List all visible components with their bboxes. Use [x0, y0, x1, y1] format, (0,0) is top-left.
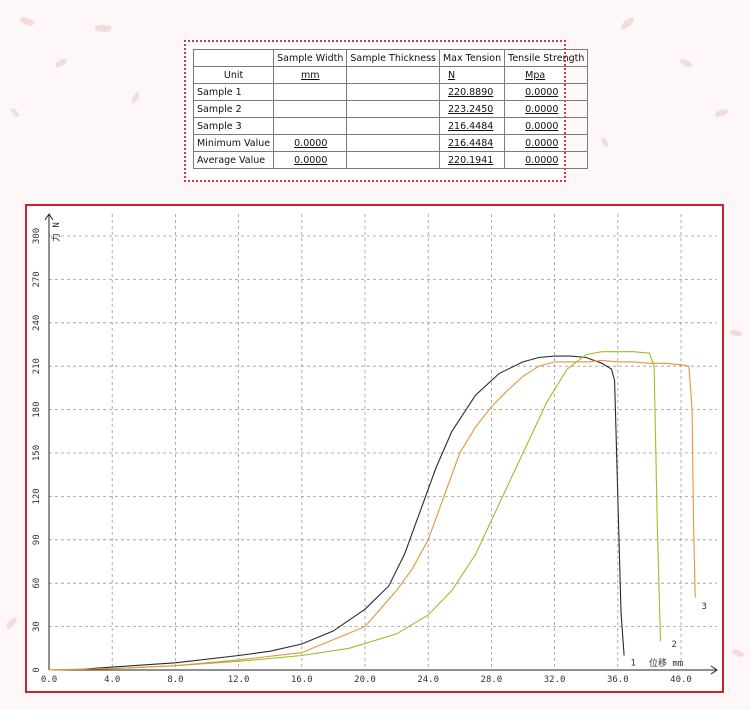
- y-axis-label: 力 N: [50, 222, 62, 242]
- y-tick-label: 150: [32, 445, 42, 461]
- x-tick-label: 20.0: [354, 675, 376, 685]
- decorative-petal: [600, 136, 610, 149]
- x-tick-label: 8.0: [167, 675, 183, 685]
- x-tick-label: 12.0: [228, 675, 250, 685]
- cell-thickness: [346, 151, 440, 169]
- chart-series: 1 2 3: [48, 351, 707, 671]
- cell-width: [273, 83, 348, 101]
- row-label: Sample 2: [192, 100, 275, 118]
- header-cell: Sample Thickness: [346, 49, 440, 67]
- series-line-1: [48, 355, 625, 671]
- cell-tension: 223.2450: [438, 100, 506, 118]
- x-tick-label: 16.0: [291, 675, 313, 685]
- y-tick-label: 240: [32, 315, 42, 331]
- decorative-petal: [714, 108, 729, 118]
- decorative-petal: [94, 23, 112, 34]
- series-label-1: 1: [630, 659, 635, 669]
- chart-ticks: 0.0 4.0 8.0 12.0 16.0 20.0 24.0 28.0 32.0 36.0 40.…: [32, 228, 692, 685]
- unit-cell: N: [438, 66, 506, 84]
- decorative-petal: [679, 56, 693, 70]
- x-tick-label: 36.0: [607, 675, 629, 685]
- table-row: Sample 2 223.2450 0.0000: [192, 100, 589, 118]
- cell-thickness: [346, 100, 440, 118]
- header-cell: [192, 49, 275, 67]
- cell-strength: 0.0000: [504, 134, 589, 152]
- y-tick-label: 0: [32, 667, 42, 672]
- decorative-petal: [4, 616, 19, 630]
- row-label: Minimum Value: [192, 134, 275, 152]
- results-table: Sample Width Sample Thickness Max Tensio…: [192, 49, 589, 169]
- row-label: Sample 3: [192, 117, 275, 135]
- header-cell: Tensile Strength: [504, 49, 589, 67]
- cell-strength: 0.0000: [504, 83, 589, 101]
- cell-width: [273, 100, 348, 118]
- unit-cell: Mpa: [504, 66, 589, 84]
- cell-tension: 216.4484: [438, 134, 506, 152]
- x-axis-label: 位移 mm: [649, 657, 683, 669]
- series-line-3: [48, 359, 696, 671]
- chart-axes: [44, 213, 718, 675]
- table-row: Sample 3 216.4484 0.0000: [192, 117, 589, 135]
- y-tick-label: 120: [32, 488, 42, 504]
- cell-width: 0.0000: [273, 134, 348, 152]
- table-units-row: Unit mm N Mpa: [192, 66, 589, 84]
- x-tick-label: 28.0: [481, 675, 503, 685]
- x-tick-label: 24.0: [417, 675, 439, 685]
- y-tick-label: 30: [32, 621, 42, 632]
- cell-width: [273, 117, 348, 135]
- cell-strength: 0.0000: [504, 100, 589, 118]
- cell-strength: 0.0000: [504, 151, 589, 169]
- y-axis-arrow: [44, 213, 54, 221]
- cell-strength: 0.0000: [504, 117, 589, 135]
- unit-cell: [346, 66, 440, 84]
- cell-thickness: [346, 83, 440, 101]
- x-tick-label: 40.0: [670, 675, 692, 685]
- unit-cell: Unit: [192, 66, 275, 84]
- y-tick-label: 90: [32, 534, 42, 545]
- header-cell: Max Tension: [438, 49, 506, 67]
- y-tick-label: 180: [32, 401, 42, 417]
- chart-grid: [49, 214, 717, 670]
- series-label-2: 2: [672, 640, 677, 650]
- force-displacement-chart: 0.0 4.0 8.0 12.0 16.0 20.0 24.0 28.0 32.0 36.0 40.…: [32, 213, 718, 685]
- table-row: Minimum Value 0.0000 216.4484 0.0000: [192, 134, 589, 152]
- header-cell: Sample Width: [273, 49, 348, 67]
- x-tick-label: 0.0: [41, 675, 57, 685]
- cell-tension: 216.4484: [438, 117, 506, 135]
- decorative-petal: [130, 91, 141, 104]
- series-label-3: 3: [702, 602, 707, 612]
- x-tick-label: 32.0: [544, 675, 566, 685]
- unit-cell: mm: [273, 66, 348, 84]
- cell-width: 0.0000: [273, 151, 348, 169]
- table-header-row: Sample Width Sample Thickness Max Tensio…: [192, 49, 589, 67]
- x-tick-label: 4.0: [104, 675, 120, 685]
- cell-tension: 220.1941: [438, 151, 506, 169]
- y-tick-label: 270: [32, 271, 42, 287]
- decorative-petal: [729, 328, 743, 338]
- decorative-petal: [619, 16, 636, 31]
- series-line-2: [48, 351, 662, 671]
- cell-thickness: [346, 117, 440, 135]
- table-row: Average Value 0.0000 220.1941 0.0000: [192, 151, 589, 169]
- row-label: Sample 1: [192, 83, 275, 101]
- decorative-petal: [19, 14, 35, 29]
- cell-tension: 220.8890: [438, 83, 506, 101]
- y-tick-label: 300: [32, 228, 42, 244]
- x-axis-arrow: [710, 665, 718, 675]
- decorative-petal: [54, 58, 68, 68]
- row-label: Average Value: [192, 151, 275, 169]
- decorative-petal: [731, 647, 745, 659]
- chart-frame: 0.0 4.0 8.0 12.0 16.0 20.0 24.0 28.0 32.0 36.0 40.…: [25, 204, 724, 693]
- y-tick-label: 60: [32, 578, 42, 589]
- decorative-petal: [10, 106, 20, 119]
- cell-thickness: [346, 134, 440, 152]
- y-tick-label: 210: [32, 358, 42, 374]
- results-table-panel: Sample Width Sample Thickness Max Tensio…: [184, 40, 589, 182]
- table-row: Sample 1 220.8890 0.0000: [192, 83, 589, 101]
